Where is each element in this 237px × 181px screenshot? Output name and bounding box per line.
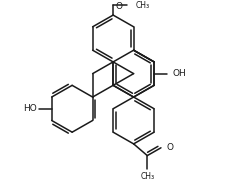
Text: CH₃: CH₃ bbox=[136, 1, 150, 10]
Text: CH₃: CH₃ bbox=[140, 172, 154, 181]
Text: O: O bbox=[167, 143, 174, 152]
Text: HO: HO bbox=[23, 104, 37, 113]
Text: O: O bbox=[115, 2, 123, 11]
Text: OH: OH bbox=[173, 69, 187, 78]
